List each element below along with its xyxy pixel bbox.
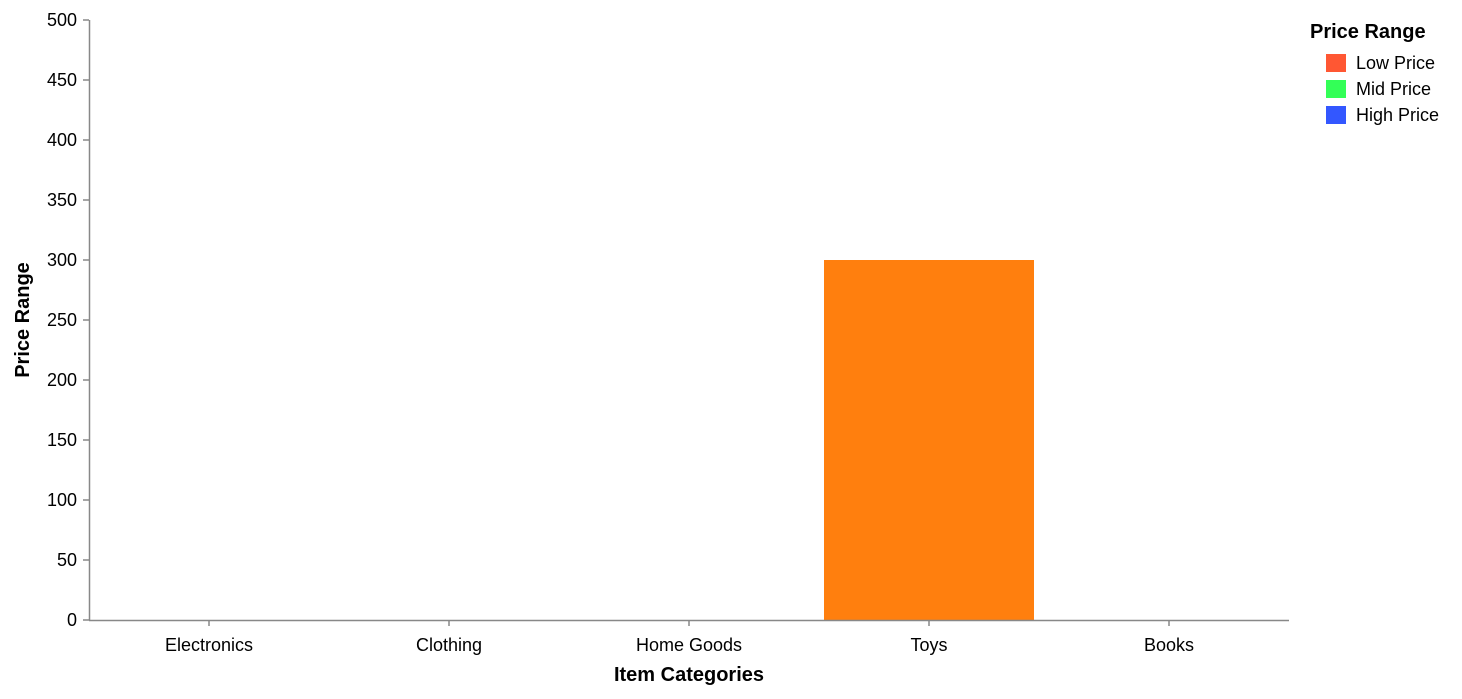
bars-layer (824, 260, 1034, 620)
y-axis-title: Price Range (12, 262, 34, 378)
y-tick-label: 50 (57, 550, 77, 570)
bar-toys (824, 260, 1034, 620)
x-tick-label: Toys (910, 635, 947, 655)
y-tick-label: 100 (47, 490, 77, 510)
y-axis: 0 50 100 150 200 250 300 350 400 450 500 (47, 10, 91, 630)
x-axis-title: Item Categories (614, 664, 764, 686)
x-tick-label: Books (1144, 635, 1194, 655)
legend-label: Mid Price (1356, 79, 1431, 99)
y-tick-label: 250 (47, 310, 77, 330)
x-tick-label: Electronics (165, 635, 253, 655)
x-tick-label: Clothing (416, 635, 482, 655)
x-tick-label: Home Goods (636, 635, 742, 655)
y-tick-label: 200 (47, 370, 77, 390)
legend-items: Low Price Mid Price High Price (1326, 53, 1439, 125)
y-tick-label: 500 (47, 10, 77, 30)
x-axis: Electronics Clothing Home Goods Toys Books (89, 619, 1289, 655)
legend-title: Price Range (1310, 21, 1426, 43)
legend-label: High Price (1356, 105, 1439, 125)
legend-swatch (1326, 54, 1346, 72)
y-tick-label: 300 (47, 250, 77, 270)
y-tick-label: 400 (47, 130, 77, 150)
legend-swatch (1326, 106, 1346, 124)
y-tick-label: 450 (47, 70, 77, 90)
legend-label: Low Price (1356, 53, 1435, 73)
legend: Price Range Low Price Mid Price High Price (1310, 21, 1439, 125)
y-tick-label: 150 (47, 430, 77, 450)
y-tick-label: 0 (67, 610, 77, 630)
y-tick-label: 350 (47, 190, 77, 210)
legend-swatch (1326, 80, 1346, 98)
